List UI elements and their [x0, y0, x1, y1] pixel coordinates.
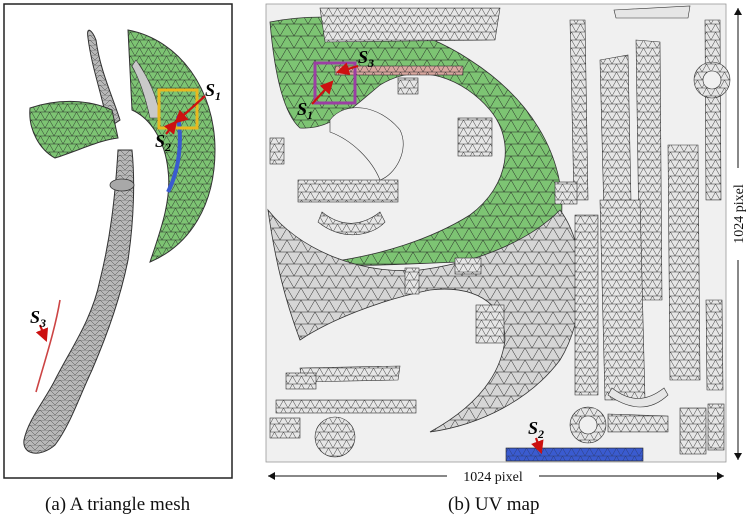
height-label: 1024 pixel: [732, 184, 747, 244]
panel-a-triangle-mesh: S1 S2 S3: [3, 3, 233, 479]
caption-a: (a) A triangle mesh: [45, 494, 191, 515]
label-b-s2: S2: [528, 418, 544, 441]
s3-arrow: [35, 324, 49, 343]
panel-b-uv-map: S1 S3 S2 1024 pixel 1024 pixel: [265, 3, 747, 485]
label-a-s2: S2: [155, 131, 171, 154]
label-b-s3: S3: [358, 47, 374, 70]
label-b-s1: S1: [297, 99, 313, 122]
label-a-s1: S1: [205, 80, 221, 103]
width-label: 1024 pixel: [463, 470, 523, 485]
s3-seam-line: [35, 299, 61, 393]
uv-green-crescent: [269, 16, 563, 266]
uv-small-charts: [269, 5, 725, 455]
s1-highlight-box: [157, 88, 199, 130]
handle-collar: [109, 178, 135, 192]
uv-gray-crescent: [267, 208, 582, 433]
height-dimension: 1024 pixel: [730, 8, 747, 460]
label-a-s3: S3: [30, 307, 46, 330]
axe-top-spike: [87, 29, 121, 129]
uv-ring-charts: [314, 61, 731, 458]
uv-s2-arrow: [531, 437, 544, 455]
s1-uv-highlight-box: [313, 61, 357, 105]
uv-s3-arrow: [335, 62, 359, 76]
axe-back-blade: [29, 101, 119, 159]
s1-arrow: [174, 95, 206, 124]
s2-arrow: [163, 120, 178, 135]
width-dimension: 1024 pixel: [268, 468, 724, 485]
caption-b: (b) UV map: [448, 494, 540, 515]
axe-handle: [23, 149, 135, 454]
uv-handle-strips: [569, 19, 724, 401]
uv-s1-arrow: [311, 80, 334, 105]
